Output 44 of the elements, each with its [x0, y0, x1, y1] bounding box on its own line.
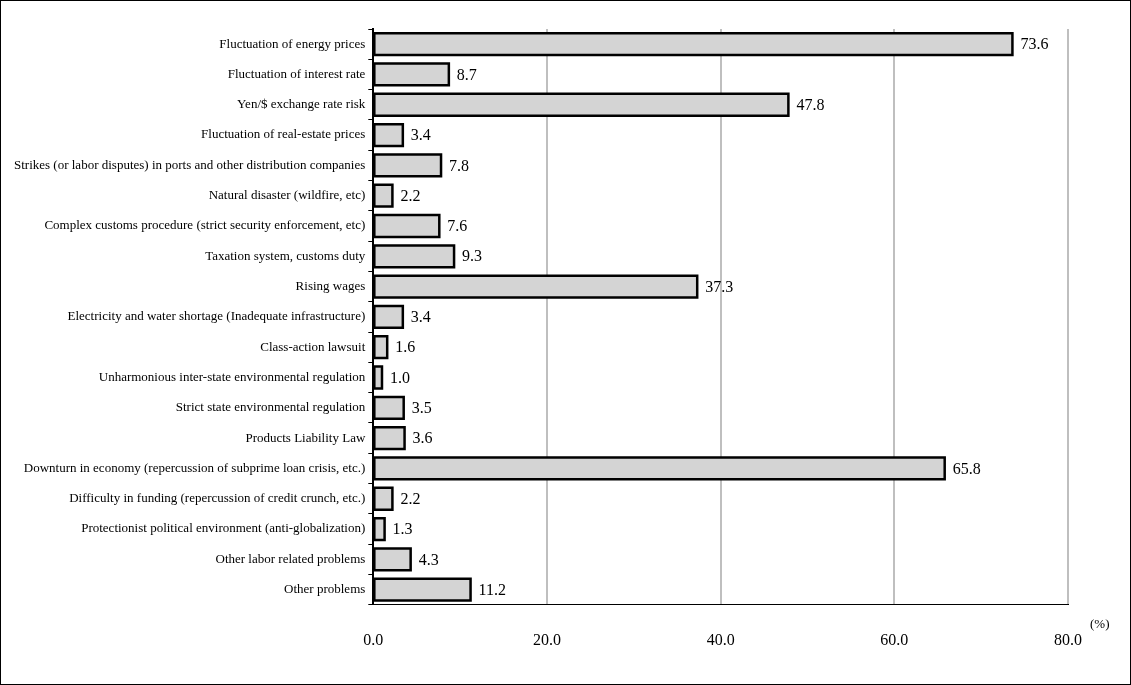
x-tick-label: 40.0 — [706, 630, 735, 648]
x-tick-label: 80.0 — [1054, 630, 1082, 648]
x-tick-label: 20.0 — [532, 630, 561, 648]
data-label: 3.5 — [411, 399, 432, 417]
x-tick-label: 60.0 — [880, 630, 909, 648]
data-label: 7.6 — [447, 217, 468, 235]
data-label: 1.3 — [392, 520, 413, 538]
data-label: 73.6 — [1020, 35, 1049, 53]
data-label: 47.8 — [796, 95, 825, 113]
data-label: 8.7 — [456, 65, 477, 83]
data-label: 3.4 — [410, 308, 431, 326]
data-label: 1.6 — [395, 338, 416, 356]
y-tick-label: Unharmonious inter-state environmental regulation — [98, 368, 366, 384]
data-label: 65.8 — [952, 459, 981, 477]
y-tick-label: Rising wages — [295, 278, 366, 294]
y-tick-label: Other problems — [284, 581, 366, 597]
y-tick-label: Strict state environmental regulation — [175, 399, 366, 415]
y-tick-label: Fluctuation of real-estate prices — [201, 126, 366, 142]
y-tick-label: Yen/$ exchange rate risk — [237, 96, 366, 112]
y-tick-label: Downturn in economy (repercussion of subprime loan crisis, etc.) — [23, 459, 366, 475]
y-tick-label: Fluctuation of energy prices — [219, 35, 366, 51]
y-tick-label: Difficulty in funding (repercussion of credit crunch, etc.) — [69, 490, 366, 506]
y-tick-label: Fluctuation of interest rate — [227, 65, 366, 81]
y-tick-label: Class-action lawsuit — [260, 338, 366, 354]
y-tick-label: Taxation system, customs duty — [205, 247, 366, 263]
data-label: 2.2 — [400, 186, 421, 204]
data-label: 7.8 — [449, 156, 470, 174]
data-label: 2.2 — [400, 489, 421, 507]
y-tick-label: Complex customs procedure (strict security enforcement, etc) — [44, 217, 366, 233]
y-tick-label: Strikes (or labor disputes) in ports and other distribution companies — [13, 156, 366, 172]
y-tick-label: Natural disaster (wildfire, etc) — [208, 187, 366, 203]
data-label: 37.3 — [705, 277, 734, 295]
y-tick-label: Other labor related problems — [215, 550, 366, 566]
y-tick-label: Electricity and water shortage (Inadequate infrastructure) — [67, 308, 366, 324]
data-label: 1.0 — [389, 368, 410, 386]
x-axis-title: (%) — [1090, 615, 1110, 631]
data-label: 3.4 — [410, 126, 431, 144]
data-label: 11.2 — [478, 580, 506, 598]
data-label: 4.3 — [418, 550, 439, 568]
data-label: 3.6 — [412, 429, 433, 447]
y-tick-label: Protectionist political environment (anti-globalization) — [81, 520, 366, 536]
y-tick-label: Products Liability Law — [245, 429, 366, 445]
x-tick-label: 0.0 — [363, 630, 384, 648]
data-label: 9.3 — [462, 247, 483, 265]
